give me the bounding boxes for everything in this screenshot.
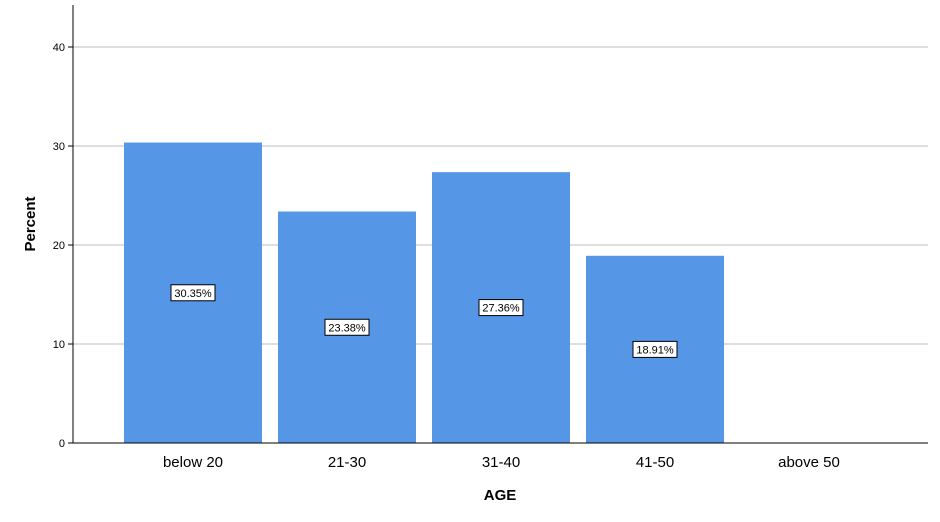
axes	[72, 5, 928, 444]
y-tick-label: 20	[53, 240, 65, 252]
data-label-box	[324, 318, 370, 336]
y-tick-labels: 0 10 20 30 40	[53, 42, 73, 450]
x-tick-label: below 20	[163, 454, 223, 471]
y-tick-label: 0	[59, 438, 65, 450]
x-tick-label: 31-40	[482, 454, 520, 471]
x-axis-title: AGE	[484, 487, 517, 504]
x-tick-label: above 50	[778, 454, 840, 471]
y-tick-label: 10	[53, 339, 65, 351]
data-label: 27.36%	[482, 303, 520, 315]
x-tick-label: 41-50	[636, 454, 674, 471]
data-label: 23.38%	[328, 322, 366, 334]
y-tick-label: 40	[53, 42, 65, 54]
x-category-labels: below 20 21-30 31-40 41-50 above 50	[163, 454, 840, 471]
data-labels: 30.35% 23.38% 27.36% 18.91%	[170, 284, 678, 358]
data-label-box	[478, 299, 524, 317]
x-tick-label: 21-30	[328, 454, 366, 471]
data-label: 30.35%	[174, 288, 212, 300]
y-tick-label: 30	[53, 141, 65, 153]
data-label-box	[170, 284, 216, 302]
y-axis-title: Percent	[22, 196, 39, 251]
data-label: 18.91%	[636, 344, 674, 356]
data-label-box	[632, 340, 678, 358]
